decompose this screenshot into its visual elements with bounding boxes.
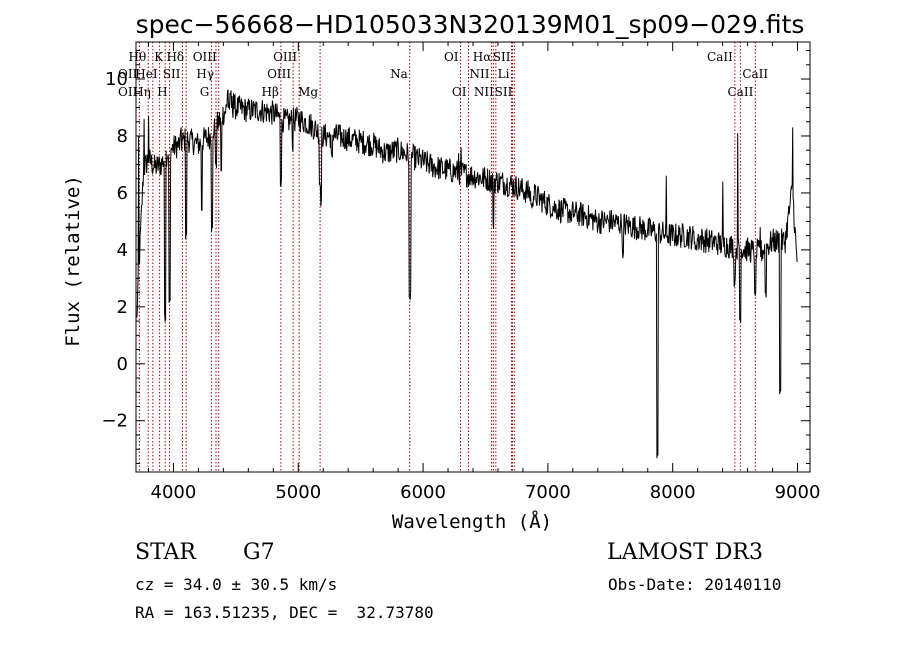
line-marker-label: Hβ [262, 85, 279, 99]
line-marker-label: Li [498, 67, 510, 81]
y-tick-label: 6 [117, 183, 128, 204]
line-marker-label: OIII [193, 50, 217, 64]
line-marker-label: OIII [267, 67, 291, 81]
line-marker-label: OI [444, 50, 459, 64]
line-marker-label: NII [474, 85, 494, 99]
spectral-subclass: G7 [243, 540, 275, 565]
x-tick-label: 4000 [151, 482, 197, 503]
line-marker-label: H [157, 85, 167, 99]
line-marker-label: Mg [298, 85, 318, 99]
line-marker-label: SII [495, 85, 513, 99]
line-marker-label: Hγ [196, 67, 214, 81]
line-marker-label: CaII [707, 50, 733, 64]
x-tick-label: 5000 [275, 482, 321, 503]
line-marker-label: CaII [728, 85, 754, 99]
y-tick-label: 4 [117, 240, 128, 261]
chart-title: spec−56668−HD105033N320139M01_sp09−029.f… [136, 10, 805, 39]
line-marker-label: OIII [273, 50, 297, 64]
y-tick-label: 2 [117, 297, 128, 318]
spectrum-line [136, 89, 798, 459]
coordinates: RA = 163.51235, DEC = 32.73780 [135, 603, 434, 622]
x-tick-label: 8000 [650, 482, 696, 503]
y-tick-label: 0 [117, 354, 128, 375]
object-class: STAR [135, 540, 196, 565]
line-marker-label: Hδ [166, 50, 184, 64]
redshift-value: cz = 34.0 ± 30.5 km/s [135, 575, 338, 594]
spectrum-series [136, 89, 798, 459]
line-marker-label: Hη [133, 85, 151, 99]
line-marker-label: Hθ [129, 50, 147, 64]
survey-name: LAMOST DR3 [607, 540, 763, 565]
axes: 4000 5000 6000 7000 8000 9000 −2 0 2 4 6 8 10 [101, 42, 820, 503]
y-tick-label: 10 [105, 69, 128, 90]
x-axis-label: Wavelength (Å) [392, 510, 552, 533]
line-marker-label: Hα [473, 50, 492, 64]
x-tick-label: 7000 [525, 482, 571, 503]
line-marker-label: OII [118, 67, 138, 81]
obs-date: Obs-Date: 20140110 [608, 575, 782, 594]
line-marker-label: OII [118, 85, 138, 99]
y-axis-label: Flux (relative) [62, 175, 84, 347]
line-marker-label: OI [452, 85, 467, 99]
line-marker-label: SII [493, 50, 511, 64]
y-tick-label: −2 [101, 411, 128, 432]
line-marker-label: Na [390, 67, 408, 81]
line-marker-label: HeI [135, 67, 158, 81]
x-tick-label: 6000 [400, 482, 446, 503]
y-tick-label: 8 [117, 126, 128, 147]
line-marker-label: G [200, 85, 210, 99]
line-marker-label: NII [469, 67, 489, 81]
x-tick-label: 9000 [775, 482, 821, 503]
line-marker-label: SII [163, 67, 181, 81]
